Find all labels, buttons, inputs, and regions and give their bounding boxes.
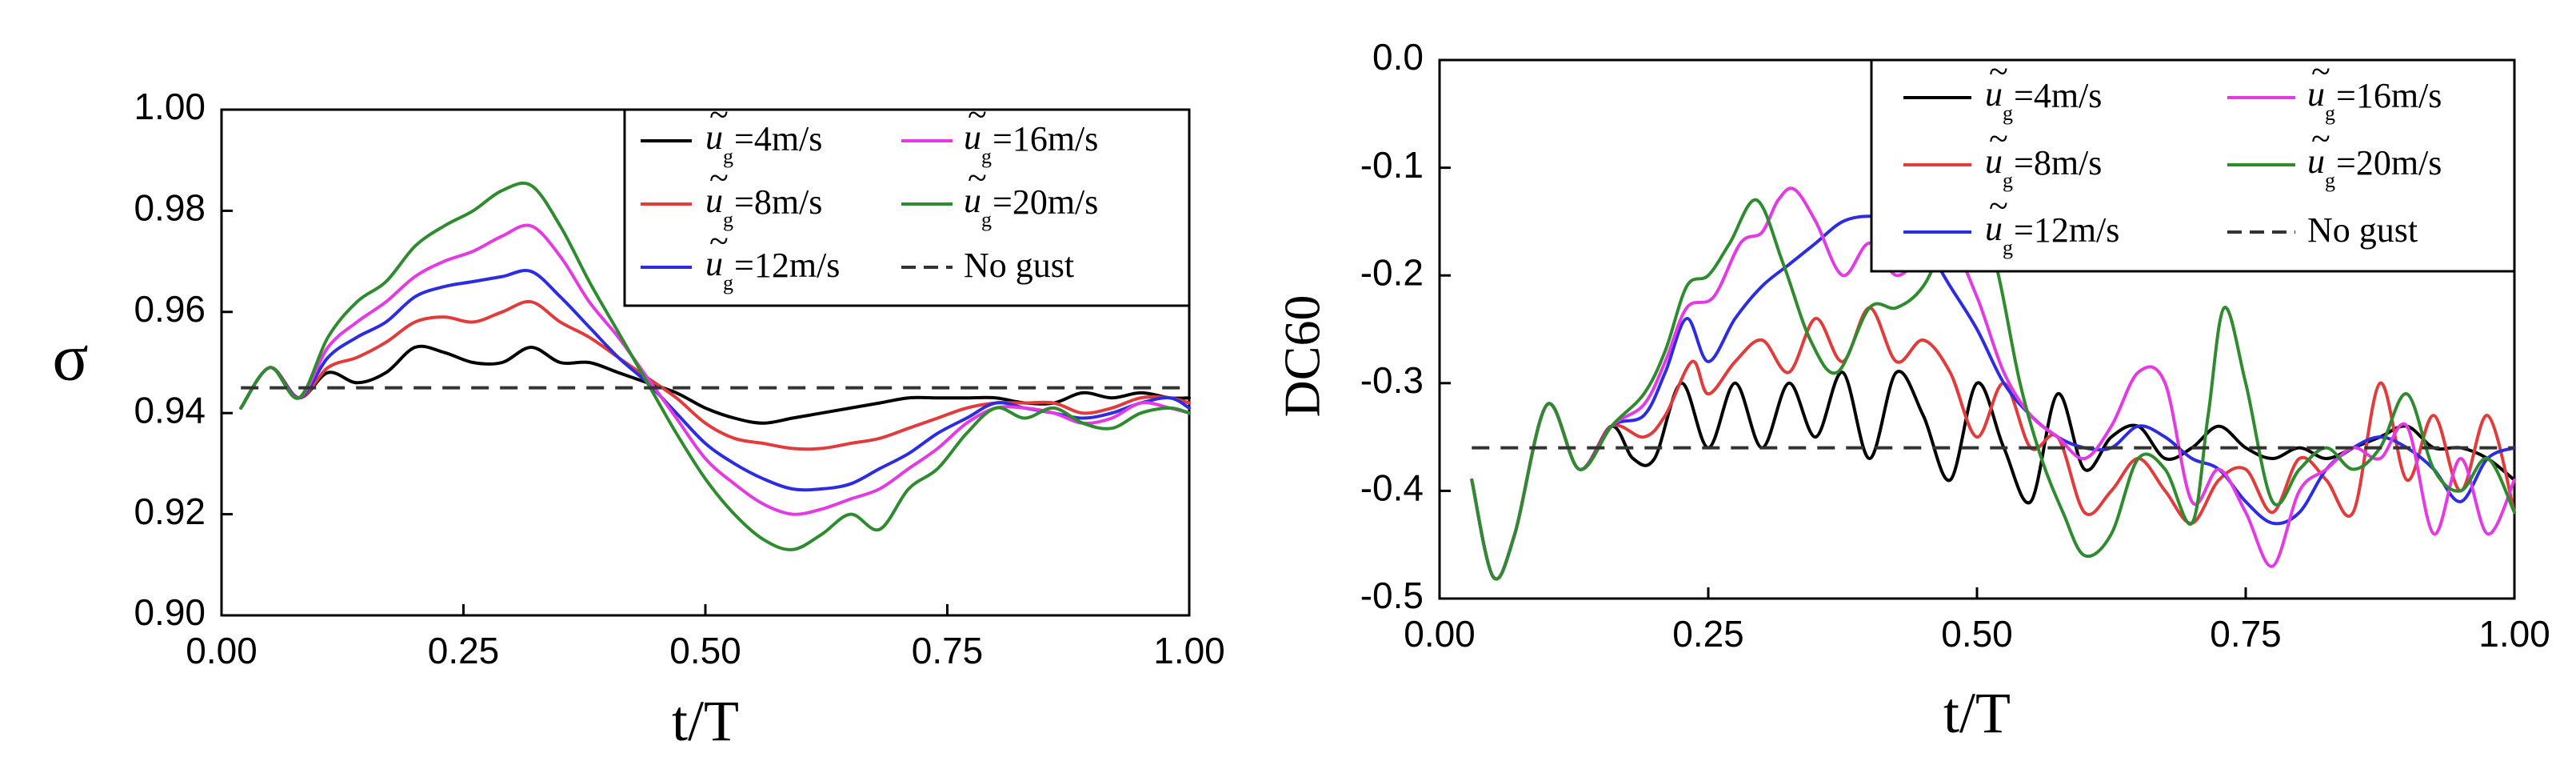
legend-subscript: g: [723, 145, 733, 168]
legend-symbol-tilde: ~: [709, 158, 729, 198]
y-axis-title: σ: [52, 320, 88, 395]
x-tick-label: 0.00: [186, 630, 258, 671]
sigma-chart: 0.00 0.25 0.50 0.75 1.00 0.900.920.940.960.9…: [52, 86, 1224, 753]
y-tick-label: -0.5: [1360, 575, 1424, 616]
legend-entry: u~ g =8m/s: [705, 158, 822, 231]
legend-symbol-u: u: [964, 118, 981, 157]
legend-subscript: g: [723, 271, 733, 294]
legend-label: =16m/s: [2336, 76, 2442, 115]
y-tick-label: 0.92: [134, 491, 206, 532]
y-tick-label: 0.0: [1372, 36, 1424, 78]
legend-symbol-tilde: ~: [968, 158, 987, 198]
legend-subscript: g: [723, 208, 733, 231]
legend-entry: u~ g =16m/s: [2307, 52, 2442, 125]
legend-entry: u~ g =20m/s: [2307, 119, 2442, 192]
legend-entry: u~ g =12m/s: [1985, 186, 2119, 259]
legend-symbol-u: u: [705, 244, 723, 283]
legend-entry: No gust: [2307, 210, 2418, 250]
legend-symbol-u: u: [1985, 209, 2003, 248]
legend-label: =12m/s: [734, 246, 840, 285]
legend-label: =12m/s: [2014, 210, 2119, 250]
legend-symbol-tilde: ~: [1989, 119, 2008, 158]
x-tick-label: 0.50: [669, 630, 741, 671]
x-tick-label: 0.25: [428, 630, 500, 671]
series-line-4ms: [1470, 370, 2516, 581]
y-tick-label: 1.00: [134, 86, 206, 127]
legend-symbol-u: u: [705, 181, 723, 220]
y-tick-label: 0.94: [134, 389, 206, 431]
y-axis-title: DC60: [1274, 295, 1331, 418]
x-tick-label: 1.00: [2478, 613, 2550, 655]
y-ticks: 0.90 0.92 0.94 0.96 0.98 1.00: [134, 86, 233, 633]
legend-subscript: g: [981, 145, 992, 168]
x-tick-label: 0.75: [912, 630, 984, 671]
legend-symbol-u: u: [705, 118, 723, 157]
series-line-20ms: [1470, 197, 2516, 581]
legend-entry: u~ g =4m/s: [705, 95, 822, 168]
x-tick-label: 0.50: [1941, 613, 2013, 655]
x-tick-label: 0.25: [1672, 613, 1744, 655]
legend-symbol-u: u: [1985, 74, 2003, 114]
legend-symbol-tilde: ~: [709, 222, 729, 261]
series-line-16ms: [1470, 186, 2516, 581]
legend-subscript: g: [2325, 102, 2335, 125]
legend-label: =4m/s: [2014, 76, 2102, 115]
legend-symbol-tilde: ~: [1989, 52, 2008, 91]
legend-label: =20m/s: [2336, 143, 2442, 182]
legend-entry: u~ g =4m/s: [1985, 52, 2102, 125]
y-tick-label: -0.3: [1360, 359, 1424, 401]
series-line-8ms: [239, 299, 1191, 451]
legend-symbol-u: u: [2307, 74, 2325, 114]
legend-symbol-tilde: ~: [968, 95, 987, 134]
y-tick-label: 0.96: [134, 288, 206, 330]
y-tick-label: -0.4: [1360, 467, 1424, 509]
y-ticks: -0.5 -0.4 -0.3 -0.2 -0.1 0.0: [1360, 36, 1451, 616]
legend-symbol-u: u: [1985, 142, 2003, 181]
y-tick-label: -0.2: [1360, 251, 1424, 293]
legend-symbol-tilde: ~: [709, 95, 729, 134]
x-tick-label: 0.75: [2210, 613, 2282, 655]
legend: u~g =4m/su~g =8m/su~g =12m/su~g =16m/su~g =20…: [623, 95, 1191, 307]
y-tick-label: -0.1: [1360, 144, 1424, 186]
x-axis-title: t/T: [672, 689, 739, 753]
y-tick-label: 0.98: [134, 187, 206, 229]
legend-subscript: g: [981, 208, 992, 231]
legend-symbol-u: u: [964, 181, 981, 220]
x-axis-title: t/T: [1943, 681, 2011, 745]
dc60-chart: 0.00 0.25 0.50 0.75 1.00 -0.5-0.4-0.3-0.2-0.…: [1274, 36, 2550, 745]
legend-symbol-tilde: ~: [2311, 52, 2330, 91]
legend-entry: u~ g =12m/s: [705, 222, 840, 294]
legend-label: No gust: [964, 246, 1074, 285]
legend-entry: u~ g =8m/s: [1985, 119, 2102, 192]
legend-symbol-u: u: [2307, 142, 2325, 181]
legend-label: =4m/s: [734, 119, 822, 158]
legend-subscript: g: [2003, 169, 2013, 192]
legend-subscript: g: [2003, 236, 2013, 259]
legend-entry: No gust: [964, 246, 1074, 285]
x-tick-label: 1.00: [1153, 630, 1225, 671]
series-line-20ms: [239, 181, 1191, 551]
legend-symbol-tilde: ~: [1989, 186, 2008, 226]
legend-label: =16m/s: [992, 119, 1098, 158]
series-layer: [239, 181, 1191, 551]
legend-label: =8m/s: [734, 182, 822, 222]
legend-subscript: g: [2325, 169, 2335, 192]
y-tick-label: 0.90: [134, 591, 206, 633]
legend: u~g =4m/su~g =8m/su~g =12m/su~g =16m/su~g =20…: [1870, 52, 2516, 273]
legend-label: No gust: [2307, 210, 2418, 250]
legend-label: =20m/s: [992, 182, 1098, 222]
series-line-16ms: [239, 223, 1191, 516]
legend-entry: u~ g =20m/s: [964, 158, 1098, 231]
x-tick-label: 0.00: [1404, 613, 1476, 655]
legend-symbol-tilde: ~: [2311, 119, 2330, 158]
x-ticks: 0.00 0.25 0.50 0.75 1.00: [1404, 587, 2550, 655]
series-layer: [1470, 186, 2516, 581]
legend-label: =8m/s: [2014, 143, 2102, 182]
x-ticks: 0.00 0.25 0.50 0.75 1.00: [186, 604, 1225, 671]
legend-entry: u~ g =16m/s: [964, 95, 1098, 168]
legend-box: [1870, 58, 2516, 273]
legend-subscript: g: [2003, 102, 2013, 125]
